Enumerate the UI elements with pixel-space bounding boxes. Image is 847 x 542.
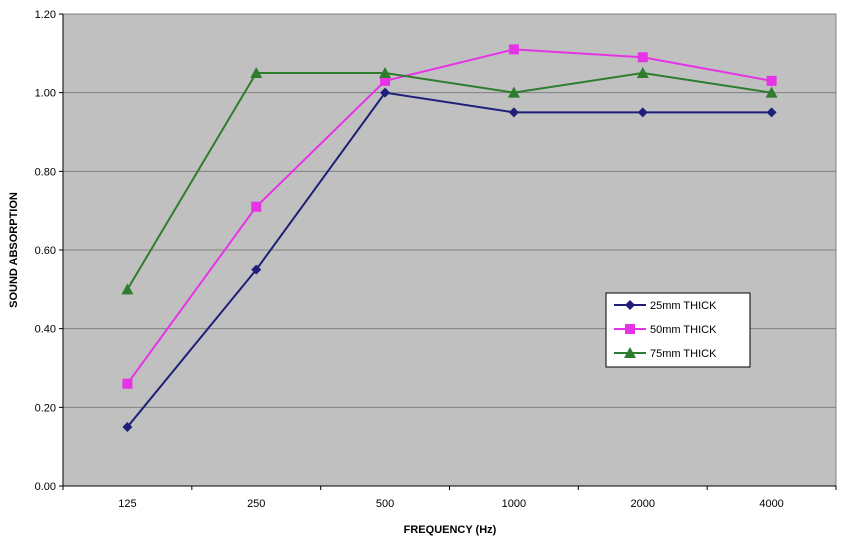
x-tick-label: 125	[118, 498, 136, 510]
data-point	[122, 378, 133, 389]
y-tick-label: 0.60	[35, 245, 56, 257]
data-point	[508, 44, 519, 55]
data-point	[766, 107, 777, 118]
data-point	[765, 86, 778, 98]
data-point	[379, 67, 392, 78]
data-point	[251, 201, 262, 212]
y-axis-title: SOUND ABSORPTION	[8, 192, 20, 308]
x-axis-title: FREQUENCY (Hz)	[404, 524, 497, 536]
legend-label: 25mm THICK	[650, 300, 717, 312]
data-point	[121, 283, 134, 295]
x-tick-label: 1000	[502, 498, 526, 510]
data-point	[637, 52, 648, 63]
x-tick-label: 500	[376, 498, 394, 510]
data-point	[766, 75, 777, 86]
legend: 25mm THICK 50mm THICK 75mm THICK	[605, 292, 751, 368]
legend-label: 50mm THICK	[650, 324, 717, 336]
data-point	[637, 107, 648, 118]
data-point	[380, 75, 391, 86]
series-line	[126, 71, 772, 290]
y-tick-label: 0.20	[35, 402, 56, 414]
legend-marker	[625, 300, 635, 310]
x-tick-label: 250	[247, 498, 265, 510]
data-point	[508, 107, 519, 118]
y-tick-label: 1.20	[35, 9, 56, 21]
series-1	[122, 87, 777, 432]
legend-marker	[624, 347, 636, 358]
x-tick-label: 4000	[759, 498, 783, 510]
legend-marker	[625, 324, 635, 334]
data-point	[636, 67, 649, 78]
y-tick-label: 0.80	[35, 166, 56, 178]
data-point	[507, 86, 520, 98]
series-3	[121, 67, 778, 295]
data-point	[250, 67, 263, 78]
series-2	[122, 44, 777, 389]
legend-label: 75mm THICK	[650, 348, 717, 360]
data-point	[122, 422, 133, 432]
series	[121, 44, 778, 432]
y-tick-label: 0.40	[35, 324, 56, 336]
y-tick-label: 0.00	[35, 481, 56, 493]
data-point	[380, 87, 391, 98]
data-point	[251, 264, 262, 275]
series-line	[126, 91, 772, 428]
x-tick-label: 2000	[631, 498, 655, 510]
y-tick-label: 1.00	[35, 88, 56, 100]
y-ticks: 0.00 0.20 0.40 0.60 0.80 1.00 1.20	[35, 9, 63, 493]
series-line	[126, 48, 772, 385]
